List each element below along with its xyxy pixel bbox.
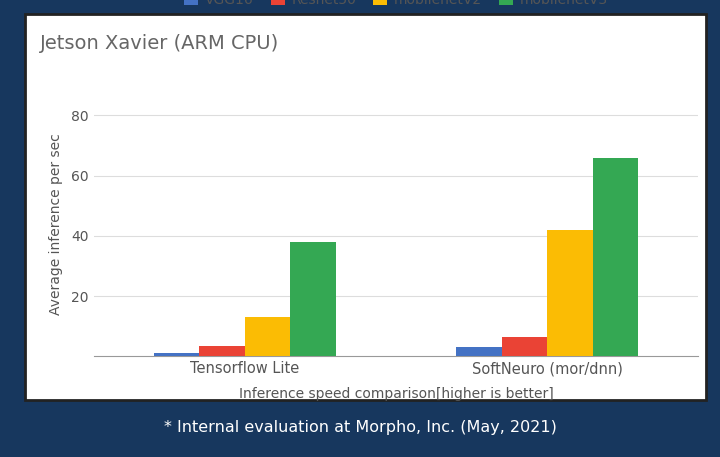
- Text: Jetson Xavier (ARM CPU): Jetson Xavier (ARM CPU): [40, 34, 279, 53]
- Bar: [290, 242, 336, 356]
- Legend: VGG16, Resnet50, mobilenetV2, mobilenetV3: VGG16, Resnet50, mobilenetV2, mobilenetV…: [179, 0, 613, 12]
- Bar: [593, 158, 638, 356]
- Bar: [199, 346, 245, 356]
- Bar: [154, 353, 199, 356]
- Bar: [547, 230, 593, 356]
- Text: * Internal evaluation at Morpho, Inc. (May, 2021): * Internal evaluation at Morpho, Inc. (M…: [163, 420, 557, 435]
- Bar: [245, 317, 290, 356]
- Bar: [456, 347, 502, 356]
- Y-axis label: Average inference per sec: Average inference per sec: [49, 133, 63, 315]
- X-axis label: Inference speed comparison[higher is better]: Inference speed comparison[higher is bet…: [238, 388, 554, 401]
- Bar: [502, 337, 547, 356]
